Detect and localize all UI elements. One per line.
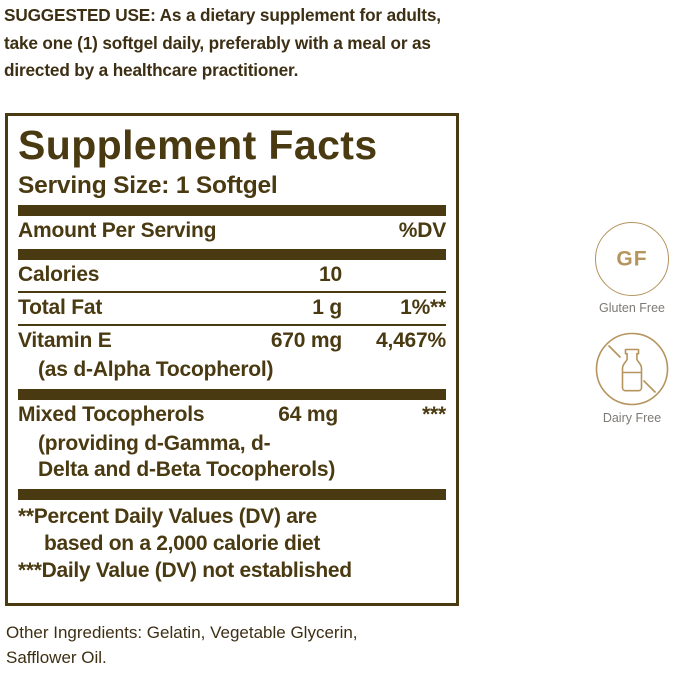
table-row-mixed-tocopherols: Mixed Tocopherols 64 mg *** (18, 400, 446, 431)
divider-bar-under-header (18, 249, 446, 260)
row-subnote-mixed-tocopherols-line-1: (providing d-Gamma, d- (38, 432, 271, 455)
serving-size-text: Serving Size: 1 Softgel (18, 172, 278, 199)
row-amount-calories: 10 (319, 263, 342, 286)
supplement-facts-panel: Supplement Facts Serving Size: 1 Softgel… (5, 113, 459, 606)
row-amount-vitamin-e: 670 mg (270, 329, 342, 352)
row-dv-vitamin-e: 4,467% (375, 329, 446, 352)
footnote-line-1: **Percent Daily Values (DV) are (18, 505, 317, 528)
badge-label-dairy-free: Dairy Free (602, 411, 662, 425)
divider-bar-footnotes (18, 489, 446, 500)
amount-per-serving-label: Amount Per Serving (18, 219, 217, 242)
dairy-free-icon (595, 332, 669, 406)
row-name-vitamin-e: Vitamin E (18, 329, 112, 352)
row-name-total-fat: Total Fat (18, 296, 103, 319)
gluten-free-icon: GF (595, 222, 669, 296)
divider-bar-top (18, 205, 446, 216)
table-row-total-fat: Total Fat 1 g 1%** (18, 293, 446, 324)
row-amount-total-fat: 1 g (312, 296, 342, 319)
rule-under-calories (18, 291, 446, 293)
table-row-vitamin-e: Vitamin E 670 mg 4,467% (18, 326, 446, 357)
row-subnote-vitamin-e: (as d-Alpha Tocopherol) (38, 358, 274, 381)
row-subnote-mixed-tocopherols-line-2: Delta and d-Beta Tocopherols) (38, 458, 336, 481)
footnote-line-2: based on a 2,000 calorie diet (44, 532, 321, 555)
footnote-line-3: ***Daily Value (DV) not established (18, 559, 352, 582)
supplement-facts-title: Supplement Facts (18, 122, 378, 168)
suggested-use-line-3: directed by a healthcare practitioner. (4, 60, 299, 80)
suggested-use-line-1: SUGGESTED USE: As a dietary supplement f… (4, 5, 441, 25)
badge-label-gluten-free: Gluten Free (598, 301, 665, 315)
badge-circle-outline (595, 222, 669, 296)
divider-bar-mid (18, 389, 446, 400)
row-name-calories: Calories (18, 263, 100, 286)
other-ingredients-line-2: Safflower Oil. (6, 648, 107, 667)
percent-dv-label: %DV (398, 219, 446, 242)
table-row-calories: Calories 10 (18, 260, 446, 291)
suggested-use-line-2: take one (1) softgel daily, preferably w… (4, 32, 431, 53)
certification-badges: GF Gluten Free Dairy Free (585, 222, 679, 442)
badge-gluten-free: GF Gluten Free (585, 222, 679, 316)
row-dv-mixed-tocopherols: *** (422, 403, 446, 426)
other-ingredients-line-1: Other Ingredients: Gelatin, Vegetable Gl… (6, 623, 358, 642)
other-ingredients-block: Other Ingredients: Gelatin, Vegetable Gl… (6, 620, 462, 670)
badge-dairy-free: Dairy Free (585, 332, 679, 426)
rule-under-total-fat (18, 324, 446, 326)
gluten-free-mark-text: GF (616, 247, 648, 271)
dairy-free-svg (595, 332, 669, 406)
amount-per-serving-header: Amount Per Serving %DV (18, 216, 446, 247)
row-amount-mixed-tocopherols: 64 mg (278, 403, 338, 426)
footnotes-block: **Percent Daily Values (DV) are based on… (18, 500, 446, 584)
suggested-use-block: SUGGESTED USE: As a dietary supplement f… (4, 2, 556, 85)
row-dv-total-fat: 1%** (400, 296, 446, 319)
row-name-mixed-tocopherols: Mixed Tocopherols (18, 403, 205, 426)
